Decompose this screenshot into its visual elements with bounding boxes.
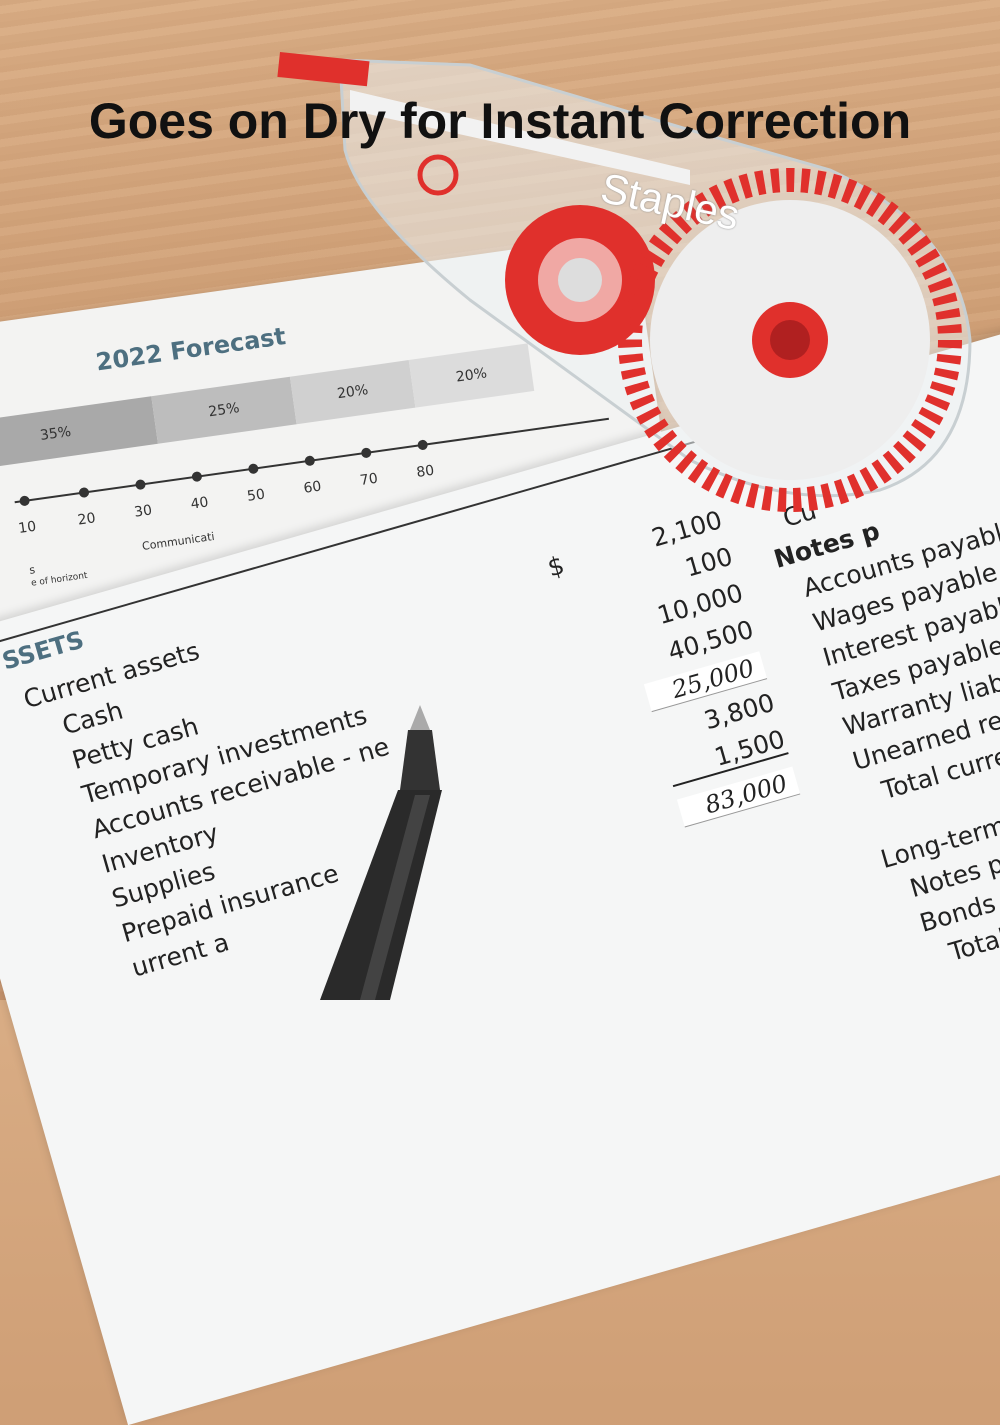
forecast-title: 2022 Forecast xyxy=(94,322,288,377)
correction-tape-dispenser xyxy=(277,52,972,512)
pen xyxy=(320,705,442,1000)
band: 35% xyxy=(0,396,158,472)
headline: Goes on Dry for Instant Correction xyxy=(88,93,912,149)
dot xyxy=(18,495,31,507)
dot xyxy=(78,486,90,499)
